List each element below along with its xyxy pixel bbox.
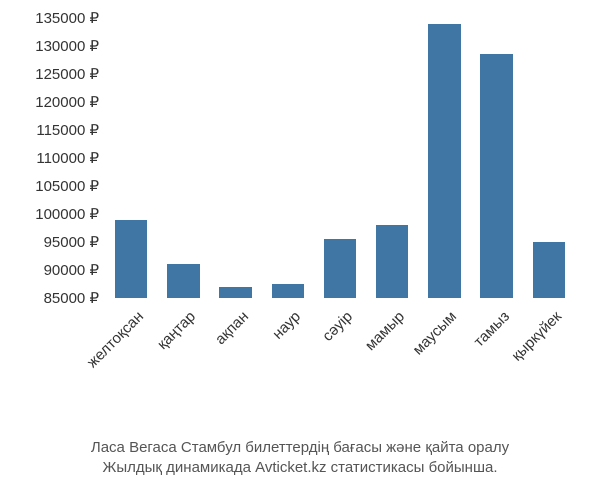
y-axis-tick-label: 90000 ₽ [44,261,99,279]
y-axis-tick-label: 135000 ₽ [35,9,99,27]
y-axis-tick-label: 95000 ₽ [44,233,99,251]
price-bar-chart: Ласа Вегаса Стамбул билеттердің бағасы ж… [0,0,600,500]
y-axis-tick-label: 125000 ₽ [35,65,99,83]
chart-caption: Ласа Вегаса Стамбул билеттердің бағасы ж… [0,438,600,479]
bar [428,24,460,298]
bar [115,220,147,298]
y-axis-tick-label: 100000 ₽ [35,205,99,223]
plot-area [105,18,575,298]
bar [324,239,356,298]
y-axis-tick-label: 120000 ₽ [35,93,99,111]
bar [480,54,512,298]
y-axis-tick-label: 115000 ₽ [36,121,99,139]
caption-line: Ласа Вегаса Стамбул билеттердің бағасы ж… [0,438,600,458]
y-axis-tick-label: 105000 ₽ [35,177,99,195]
caption-line: Жылдық динамикада Avticket.kz статистика… [0,458,600,478]
bar [533,242,565,298]
y-axis-tick-label: 130000 ₽ [35,37,99,55]
bar [219,287,251,298]
bar [167,264,199,298]
y-axis-tick-label: 85000 ₽ [44,289,99,307]
bar [272,284,304,298]
y-axis-tick-label: 110000 ₽ [36,149,99,167]
bar [376,225,408,298]
